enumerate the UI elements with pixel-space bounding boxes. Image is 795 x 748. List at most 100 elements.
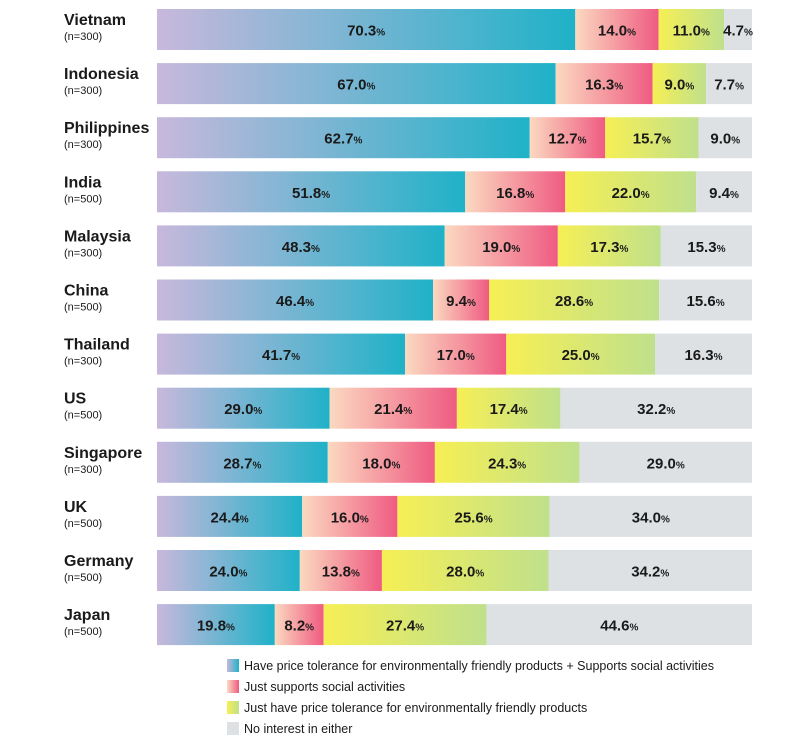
value-label-india-series-1: 51.8% xyxy=(292,185,330,202)
bar-segment-thailand-series-2 xyxy=(405,333,507,375)
bar-segment-us-series-2 xyxy=(329,387,457,429)
value-label-us-series-4: 32.2% xyxy=(637,401,675,418)
bar-segment-japan-series-2 xyxy=(274,604,324,646)
sample-size-thailand: (n=300) xyxy=(64,356,102,368)
value-label-thailand-series-2: 17.0% xyxy=(437,347,475,364)
bar-segment-japan-series-4 xyxy=(486,604,752,646)
bar-segment-thailand-series-3 xyxy=(506,333,656,375)
country-label-japan: Japan xyxy=(64,607,110,624)
value-label-singapore-series-2: 18.0% xyxy=(362,455,400,472)
legend-swatch-1 xyxy=(227,659,239,672)
bar-segment-singapore-series-4 xyxy=(579,441,752,483)
value-label-germany-series-1: 24.0% xyxy=(209,564,247,581)
bar-segment-japan-series-1 xyxy=(157,604,275,646)
value-label-malaysia-series-4: 15.3% xyxy=(687,239,725,256)
bar-segment-philippines-series-2 xyxy=(529,117,606,159)
value-label-japan-series-4: 44.6% xyxy=(600,618,638,635)
sample-size-china: (n=500) xyxy=(64,302,102,314)
legend: Have price tolerance for environmentally… xyxy=(227,659,714,736)
bar-segment-singapore-series-1 xyxy=(157,441,328,483)
bar-segment-vietnam-series-1 xyxy=(157,9,576,50)
value-label-thailand-series-1: 41.7% xyxy=(262,347,300,364)
bar-segment-us-series-4 xyxy=(560,387,752,429)
value-label-uk-series-1: 24.4% xyxy=(211,509,249,526)
sample-size-indonesia: (n=300) xyxy=(64,85,102,97)
bar-segment-malaysia-series-2 xyxy=(444,225,558,267)
value-label-china-series-4: 15.6% xyxy=(687,293,725,310)
value-label-uk-series-2: 16.0% xyxy=(331,509,369,526)
bar-segment-indonesia-series-1 xyxy=(157,63,556,105)
bar-segment-philippines-series-1 xyxy=(157,117,530,159)
bar-segment-uk-series-4 xyxy=(549,495,752,537)
country-label-uk: UK xyxy=(64,499,88,516)
bar-segment-uk-series-1 xyxy=(157,495,303,537)
value-label-india-series-3: 22.0% xyxy=(612,185,650,202)
value-label-thailand-series-3: 25.0% xyxy=(562,347,600,364)
bar-segment-malaysia-series-4 xyxy=(660,225,752,267)
value-label-us-series-1: 29.0% xyxy=(224,401,262,418)
country-label-thailand: Thailand xyxy=(64,337,130,354)
value-label-indonesia-series-2: 16.3% xyxy=(585,77,623,94)
bar-segment-us-series-3 xyxy=(456,387,561,429)
bar-segment-china-series-4 xyxy=(659,279,752,321)
bar-segment-india-series-3 xyxy=(565,171,697,213)
country-label-philippines: Philippines xyxy=(64,120,149,137)
bar-segment-indonesia-series-2 xyxy=(555,63,653,105)
value-label-uk-series-4: 34.0% xyxy=(632,509,670,526)
sample-size-us: (n=500) xyxy=(64,410,102,422)
value-label-japan-series-2: 8.2% xyxy=(284,618,314,635)
bar-segment-thailand-series-1 xyxy=(157,333,406,375)
country-label-indonesia: Indonesia xyxy=(64,66,139,83)
value-label-philippines-series-2: 12.7% xyxy=(548,131,586,148)
value-label-malaysia-series-3: 17.3% xyxy=(590,239,628,256)
value-label-indonesia-series-4: 7.7% xyxy=(714,77,744,94)
value-label-vietnam-series-1: 70.3% xyxy=(347,23,385,40)
value-label-china-series-1: 46.4% xyxy=(276,293,314,310)
bar-segment-germany-series-3 xyxy=(381,550,549,591)
bar-segment-philippines-series-4 xyxy=(698,117,752,159)
legend-swatch-3 xyxy=(227,701,239,714)
bar-segment-malaysia-series-1 xyxy=(157,225,445,267)
value-label-malaysia-series-2: 19.0% xyxy=(482,239,520,256)
bar-segment-thailand-series-4 xyxy=(655,333,752,375)
value-label-japan-series-1: 19.8% xyxy=(197,618,235,635)
country-label-singapore: Singapore xyxy=(64,445,142,462)
bar-segment-vietnam-series-4 xyxy=(724,9,752,50)
value-label-singapore-series-1: 28.7% xyxy=(223,455,261,472)
country-label-india: India xyxy=(64,174,101,191)
bar-segment-philippines-series-3 xyxy=(605,117,699,159)
value-label-india-series-4: 9.4% xyxy=(709,185,739,202)
bar-segment-indonesia-series-3 xyxy=(652,63,707,105)
value-label-philippines-series-3: 15.7% xyxy=(633,131,671,148)
sample-size-uk: (n=500) xyxy=(64,518,102,530)
value-label-india-series-2: 16.8% xyxy=(496,185,534,202)
value-label-germany-series-4: 34.2% xyxy=(631,564,669,581)
bar-segment-indonesia-series-4 xyxy=(706,63,752,105)
legend-label-1: Have price tolerance for environmentally… xyxy=(244,659,714,673)
legend-label-4: No interest in either xyxy=(244,722,352,736)
value-label-us-series-3: 17.4% xyxy=(490,401,528,418)
value-label-uk-series-3: 25.6% xyxy=(454,509,492,526)
bar-segment-us-series-1 xyxy=(157,387,330,429)
value-label-singapore-series-4: 29.0% xyxy=(647,455,685,472)
value-label-germany-series-2: 13.8% xyxy=(322,564,360,581)
value-label-indonesia-series-1: 67.0% xyxy=(337,77,375,94)
bar-segment-uk-series-3 xyxy=(397,495,550,537)
bar-segment-india-series-1 xyxy=(157,171,466,213)
value-label-singapore-series-3: 24.3% xyxy=(488,455,526,472)
bar-segment-uk-series-2 xyxy=(302,495,398,537)
bar-segment-japan-series-3 xyxy=(323,604,487,646)
country-label-malaysia: Malaysia xyxy=(64,228,131,245)
value-label-malaysia-series-1: 48.3% xyxy=(282,239,320,256)
country-label-china: China xyxy=(64,283,109,300)
sample-size-singapore: (n=300) xyxy=(64,464,102,476)
legend-swatch-2 xyxy=(227,680,239,693)
value-label-thailand-series-4: 16.3% xyxy=(684,347,722,364)
bar-segment-malaysia-series-3 xyxy=(557,225,661,267)
value-label-china-series-2: 9.4% xyxy=(446,293,476,310)
sample-size-vietnam: (n=300) xyxy=(64,31,102,43)
country-label-vietnam: Vietnam xyxy=(64,12,126,29)
bar-segment-vietnam-series-2 xyxy=(575,9,659,50)
country-label-us: US xyxy=(64,391,87,408)
